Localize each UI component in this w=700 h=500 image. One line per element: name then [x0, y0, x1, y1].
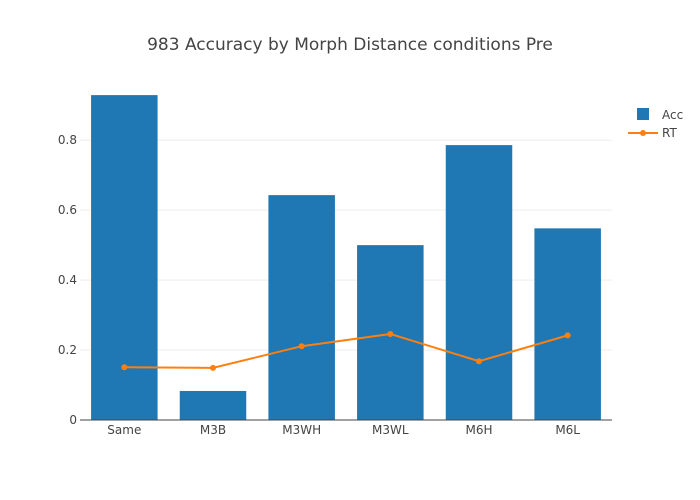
y-tick-label: 0.8	[58, 133, 77, 147]
y-tick-label: 0.6	[58, 203, 77, 217]
rt-point-same[interactable]	[121, 364, 128, 371]
y-tick-labels: 0 0.2 0.4 0.6 0.8	[58, 133, 77, 427]
x-tick-label: M3B	[200, 423, 226, 437]
x-tick-label: M3WL	[372, 423, 409, 437]
x-tick-label: M6L	[555, 423, 580, 437]
bar-m3wh[interactable]	[268, 195, 335, 420]
rt-point-m3b[interactable]	[210, 364, 216, 371]
x-tick-label: M3WH	[282, 423, 321, 437]
legend[interactable]: Acc RT	[628, 108, 683, 140]
legend-label-rt[interactable]: RT	[662, 126, 677, 140]
bar-m6h[interactable]	[445, 145, 513, 420]
legend-label-acc[interactable]: Acc	[662, 108, 683, 122]
y-tick-label: 0.4	[58, 273, 77, 287]
rt-point-m6h[interactable]	[476, 358, 482, 365]
x-tick-label: Same	[107, 423, 141, 437]
chart-title: 983 Accuracy by Morph Distance condition…	[147, 35, 553, 55]
rt-line[interactable]	[124, 332, 568, 369]
x-tick-labels: Same M3B M3WH M3WL M6H M6L	[107, 423, 580, 437]
legend-swatch-acc[interactable]	[637, 108, 649, 120]
y-tick-label: 0.2	[58, 343, 77, 357]
x-tick-label: M6H	[465, 423, 492, 437]
bars	[91, 95, 601, 420]
legend-marker-rt[interactable]	[640, 130, 646, 136]
rt-point-m3wl[interactable]	[387, 330, 394, 337]
bar-m6l[interactable]	[534, 228, 601, 420]
bar-same[interactable]	[91, 95, 158, 420]
y-tick-label: 0	[69, 413, 77, 427]
bar-m3b[interactable]	[179, 390, 247, 420]
rt-point-m6l[interactable]	[564, 332, 571, 339]
rt-line-series	[121, 330, 571, 371]
rt-point-m3wh[interactable]	[298, 343, 305, 350]
gridlines	[80, 139, 612, 351]
